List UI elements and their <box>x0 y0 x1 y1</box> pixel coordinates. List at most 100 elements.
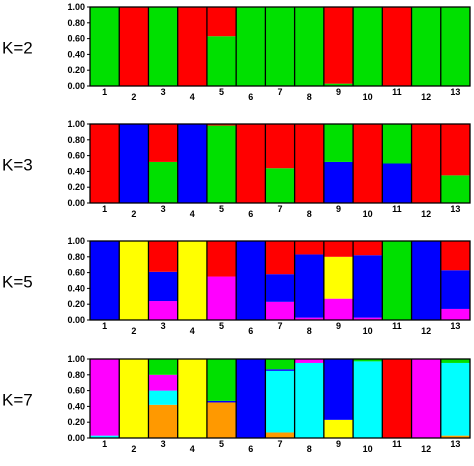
bar-segment <box>119 241 149 320</box>
bar-segment <box>382 359 412 438</box>
x-tick-label: 9 <box>336 87 341 97</box>
panel-k2: K=20.000.200.400.600.801.001 2 3 4 5 6 7 8 9 10 11… <box>2 2 471 102</box>
bar-segment <box>90 124 120 203</box>
x-tick-label: 9 <box>336 321 341 331</box>
bar-segment <box>323 298 354 320</box>
y-tick-label: 0.80 <box>67 18 85 28</box>
x-tick-label: 10 <box>363 92 373 102</box>
bar-segment <box>177 241 207 320</box>
bar-segment <box>353 241 383 256</box>
bar-segment <box>206 124 237 126</box>
bar-segment <box>323 419 354 438</box>
x-tick-label: 8 <box>307 209 312 219</box>
bar-segment <box>294 359 324 363</box>
plot-frame <box>89 240 471 321</box>
bar-segment <box>206 276 237 320</box>
bar-segment <box>119 124 149 203</box>
bar-segment <box>265 168 295 203</box>
x-tick-label: 12 <box>421 209 431 219</box>
bar-segment <box>294 317 324 320</box>
x-tick-label: 9 <box>336 204 341 214</box>
bar-segment <box>353 317 383 320</box>
bar-segment <box>440 435 470 438</box>
y-tick-label: 0.60 <box>67 34 85 44</box>
bar-segment <box>440 175 470 203</box>
y-tick-label: 0.60 <box>67 268 85 278</box>
x-tick-label: 11 <box>392 321 402 331</box>
y-tick-label: 1.00 <box>67 236 85 246</box>
bar-segment <box>440 124 470 176</box>
plot-frame <box>89 6 471 87</box>
y-tick-label: 0.20 <box>67 299 85 309</box>
bar-segment <box>294 362 324 438</box>
x-tick-label: 2 <box>131 326 136 336</box>
bar-segment <box>236 124 266 203</box>
bar-segment <box>148 404 178 438</box>
bar-segment <box>236 241 266 320</box>
y-tick-label: 1.00 <box>67 119 85 129</box>
bar-segment <box>90 435 120 438</box>
x-tick-label: 7 <box>277 204 282 214</box>
panel-k7: K=70.000.200.400.600.801.001 2 3 4 5 6 7 8 9 10 11… <box>2 354 471 454</box>
bar-segment <box>294 254 324 318</box>
y-tick-label: 1.00 <box>67 2 85 12</box>
bar-segment <box>265 369 295 371</box>
x-tick-label: 12 <box>421 326 431 336</box>
x-tick-label: 3 <box>161 87 166 97</box>
y-tick-label: 0.20 <box>67 182 85 192</box>
x-tick-label: 8 <box>307 92 312 102</box>
bar-segment <box>411 124 441 203</box>
y-tick-label: 0.00 <box>67 315 85 325</box>
y-tick-label: 0.80 <box>67 252 85 262</box>
bar-segment <box>148 359 178 375</box>
bar-segment <box>148 390 178 405</box>
x-tick-label: 6 <box>248 444 253 454</box>
bar-segment <box>119 7 149 86</box>
panel-k5: K=50.000.200.400.600.801.001 2 3 4 5 6 7 8 9 10 11… <box>2 236 471 336</box>
bar-segment <box>323 7 354 84</box>
bar-segment <box>265 274 295 302</box>
bar-segment <box>177 359 207 438</box>
bar-segment <box>148 301 178 320</box>
plot-frame <box>89 123 471 204</box>
bar-segment <box>411 241 441 320</box>
bar-segment <box>323 161 354 203</box>
x-tick-label: 2 <box>131 92 136 102</box>
x-tick-label: 3 <box>161 204 166 214</box>
bar-segment <box>265 241 295 275</box>
bar-segment <box>206 36 237 86</box>
bar-segment <box>236 359 266 438</box>
x-tick-label: 5 <box>219 439 224 449</box>
x-tick-label: 10 <box>363 444 373 454</box>
y-tick-label: 0.80 <box>67 370 85 380</box>
y-tick-label: 0.60 <box>67 386 85 396</box>
bar-segment <box>265 432 295 438</box>
panel-label: K=7 <box>2 391 33 410</box>
bar-segment <box>323 256 354 299</box>
panel-label: K=3 <box>2 156 33 175</box>
x-tick-label: 11 <box>392 87 402 97</box>
x-tick-label: 4 <box>190 326 195 336</box>
bar-segment <box>440 7 470 86</box>
bar-segment <box>119 359 149 438</box>
bar-segment <box>411 7 441 86</box>
bar-segment <box>294 241 324 255</box>
x-tick-label: 6 <box>248 209 253 219</box>
bar-segment <box>382 7 412 86</box>
x-tick-label: 1 <box>102 87 107 97</box>
x-tick-label: 3 <box>161 321 166 331</box>
bar-segment <box>148 271 178 302</box>
bar-segment <box>323 124 354 162</box>
bar-segment <box>353 255 383 318</box>
y-tick-label: 0.20 <box>67 417 85 427</box>
y-tick-label: 1.00 <box>67 354 85 364</box>
x-tick-label: 1 <box>102 321 107 331</box>
x-tick-label: 12 <box>421 92 431 102</box>
x-tick-label: 10 <box>363 209 373 219</box>
bar-segment <box>90 359 120 436</box>
bar-segment <box>177 124 207 203</box>
y-tick-label: 0.00 <box>67 198 85 208</box>
x-tick-label: 13 <box>450 321 460 331</box>
bar-segment <box>440 362 470 436</box>
